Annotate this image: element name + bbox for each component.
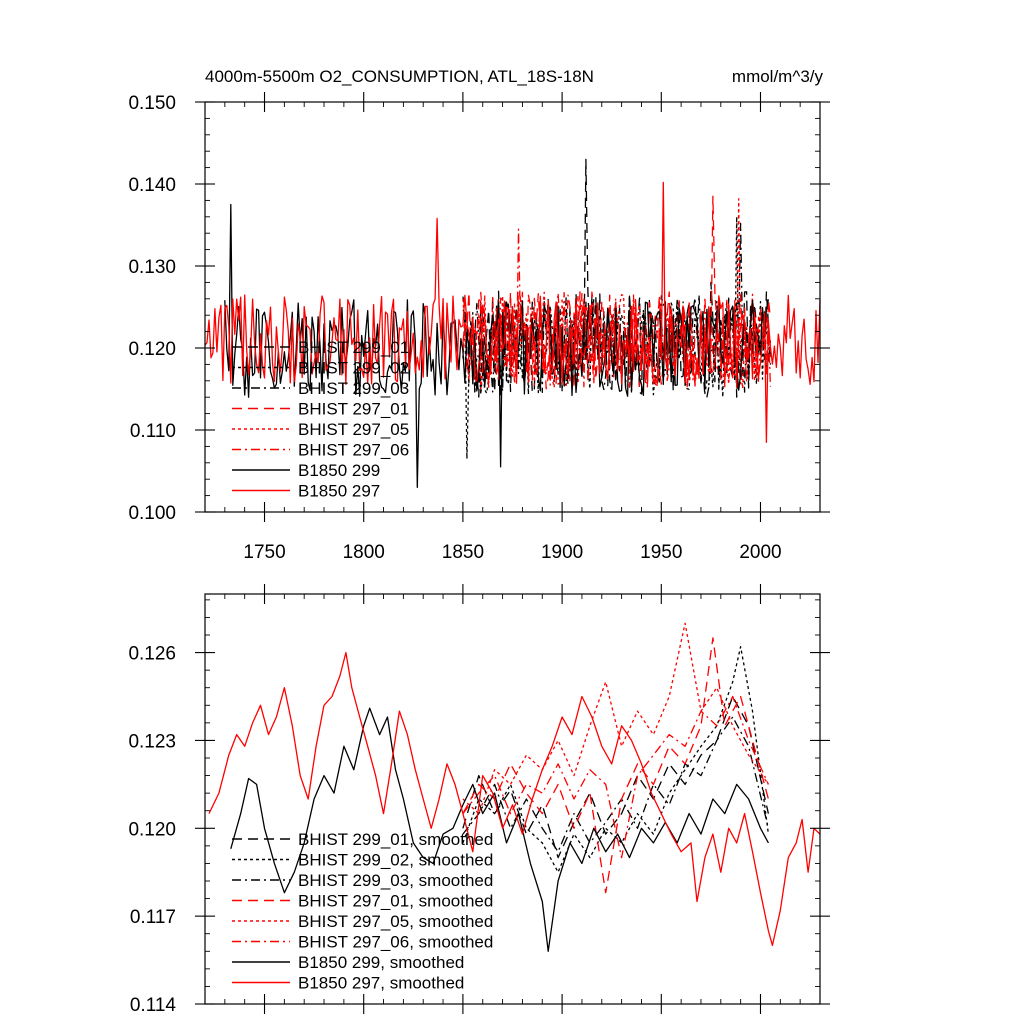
top-legend-label: BHIST 299_02 [298, 359, 409, 378]
bottom-legend-label: B1850 299, smoothed [298, 953, 464, 972]
top-y-tick-label: 0.110 [130, 421, 176, 442]
top-legend-label: BHIST 299_01 [298, 338, 409, 357]
bottom-axes: 0.114 0.117 0.120 0.123 0.126 [128, 584, 830, 1016]
top-y-tick-label: 0.100 [128, 503, 176, 524]
top-series-line-b1850-297 [204, 181, 821, 443]
bottom-y-tick-label: 0.123 [128, 731, 176, 752]
top-y-tick-label: 0.120 [128, 339, 176, 360]
top-plot-frame [204, 101, 821, 513]
top-legend-label: BHIST 297_06 [298, 441, 409, 460]
top-x-tick-label: 1900 [541, 542, 583, 563]
top-series-group [204, 158, 821, 489]
bottom-series-group [208, 622, 821, 952]
top-x-tick-label: 1750 [243, 542, 285, 563]
top-panel: 4000m-5500m O2_CONSUMPTION, ATL_18S-18N … [128, 67, 830, 563]
top-legend-label: BHIST 297_05 [298, 420, 409, 439]
bottom-series-line-b1850-297-smoothed [208, 651, 821, 947]
bottom-series-line-bhist-297-01-smoothed [462, 637, 770, 894]
bottom-legend-label: BHIST 297_06, smoothed [298, 933, 493, 952]
chart-units: mmol/m^3/y [732, 67, 824, 86]
bottom-legend-label: BHIST 297_05, smoothed [298, 912, 493, 931]
bottom-plot-frame [204, 593, 821, 1005]
top-y-tick-label: 0.150 [128, 93, 176, 114]
top-x-tick-label: 2000 [739, 542, 781, 563]
bottom-y-tick-label: 0.126 [128, 644, 176, 665]
bottom-y-tick-label: 0.117 [130, 907, 176, 928]
top-legend-label: BHIST 297_01 [298, 400, 409, 419]
bottom-panel: 0.114 0.117 0.120 0.123 0.126 BHIST 299_01, … [128, 584, 830, 1016]
top-y-tick-label: 0.130 [128, 257, 176, 278]
top-series-line-b1850-299 [224, 203, 770, 489]
top-axes: 1750 1800 1850 1900 1950 2000 0.100 0.110 0.120 0… [128, 92, 830, 563]
top-legend-label: BHIST 299_03 [298, 379, 409, 398]
top-series-line-bhist-297-06 [462, 228, 772, 388]
top-legend-label: B1850 299 [298, 461, 380, 480]
bottom-legend-label: B1850 297, smoothed [298, 974, 464, 993]
bottom-legend-label: BHIST 299_03, smoothed [298, 871, 493, 890]
bottom-series-line-bhist-297-05-smoothed [462, 622, 769, 815]
bottom-legend-label: BHIST 297_01, smoothed [298, 892, 493, 911]
top-legend-label: B1850 297 [298, 482, 380, 501]
bottom-legend-label: BHIST 299_02, smoothed [298, 851, 493, 870]
chart-title: 4000m-5500m O2_CONSUMPTION, ATL_18S-18N [205, 67, 594, 86]
top-x-tick-label: 1800 [343, 542, 385, 563]
top-x-tick-label: 1850 [442, 542, 484, 563]
bottom-legend-label: BHIST 299_01, smoothed [298, 830, 493, 849]
top-y-tick-label: 0.140 [128, 175, 176, 196]
bottom-legend: BHIST 299_01, smoothed BHIST 299_02, smoo… [232, 830, 493, 993]
top-series-line-bhist-297-05 [462, 198, 772, 390]
bottom-y-tick-label: 0.114 [130, 995, 177, 1016]
bottom-y-tick-label: 0.120 [128, 819, 176, 840]
top-x-tick-label: 1950 [640, 542, 682, 563]
